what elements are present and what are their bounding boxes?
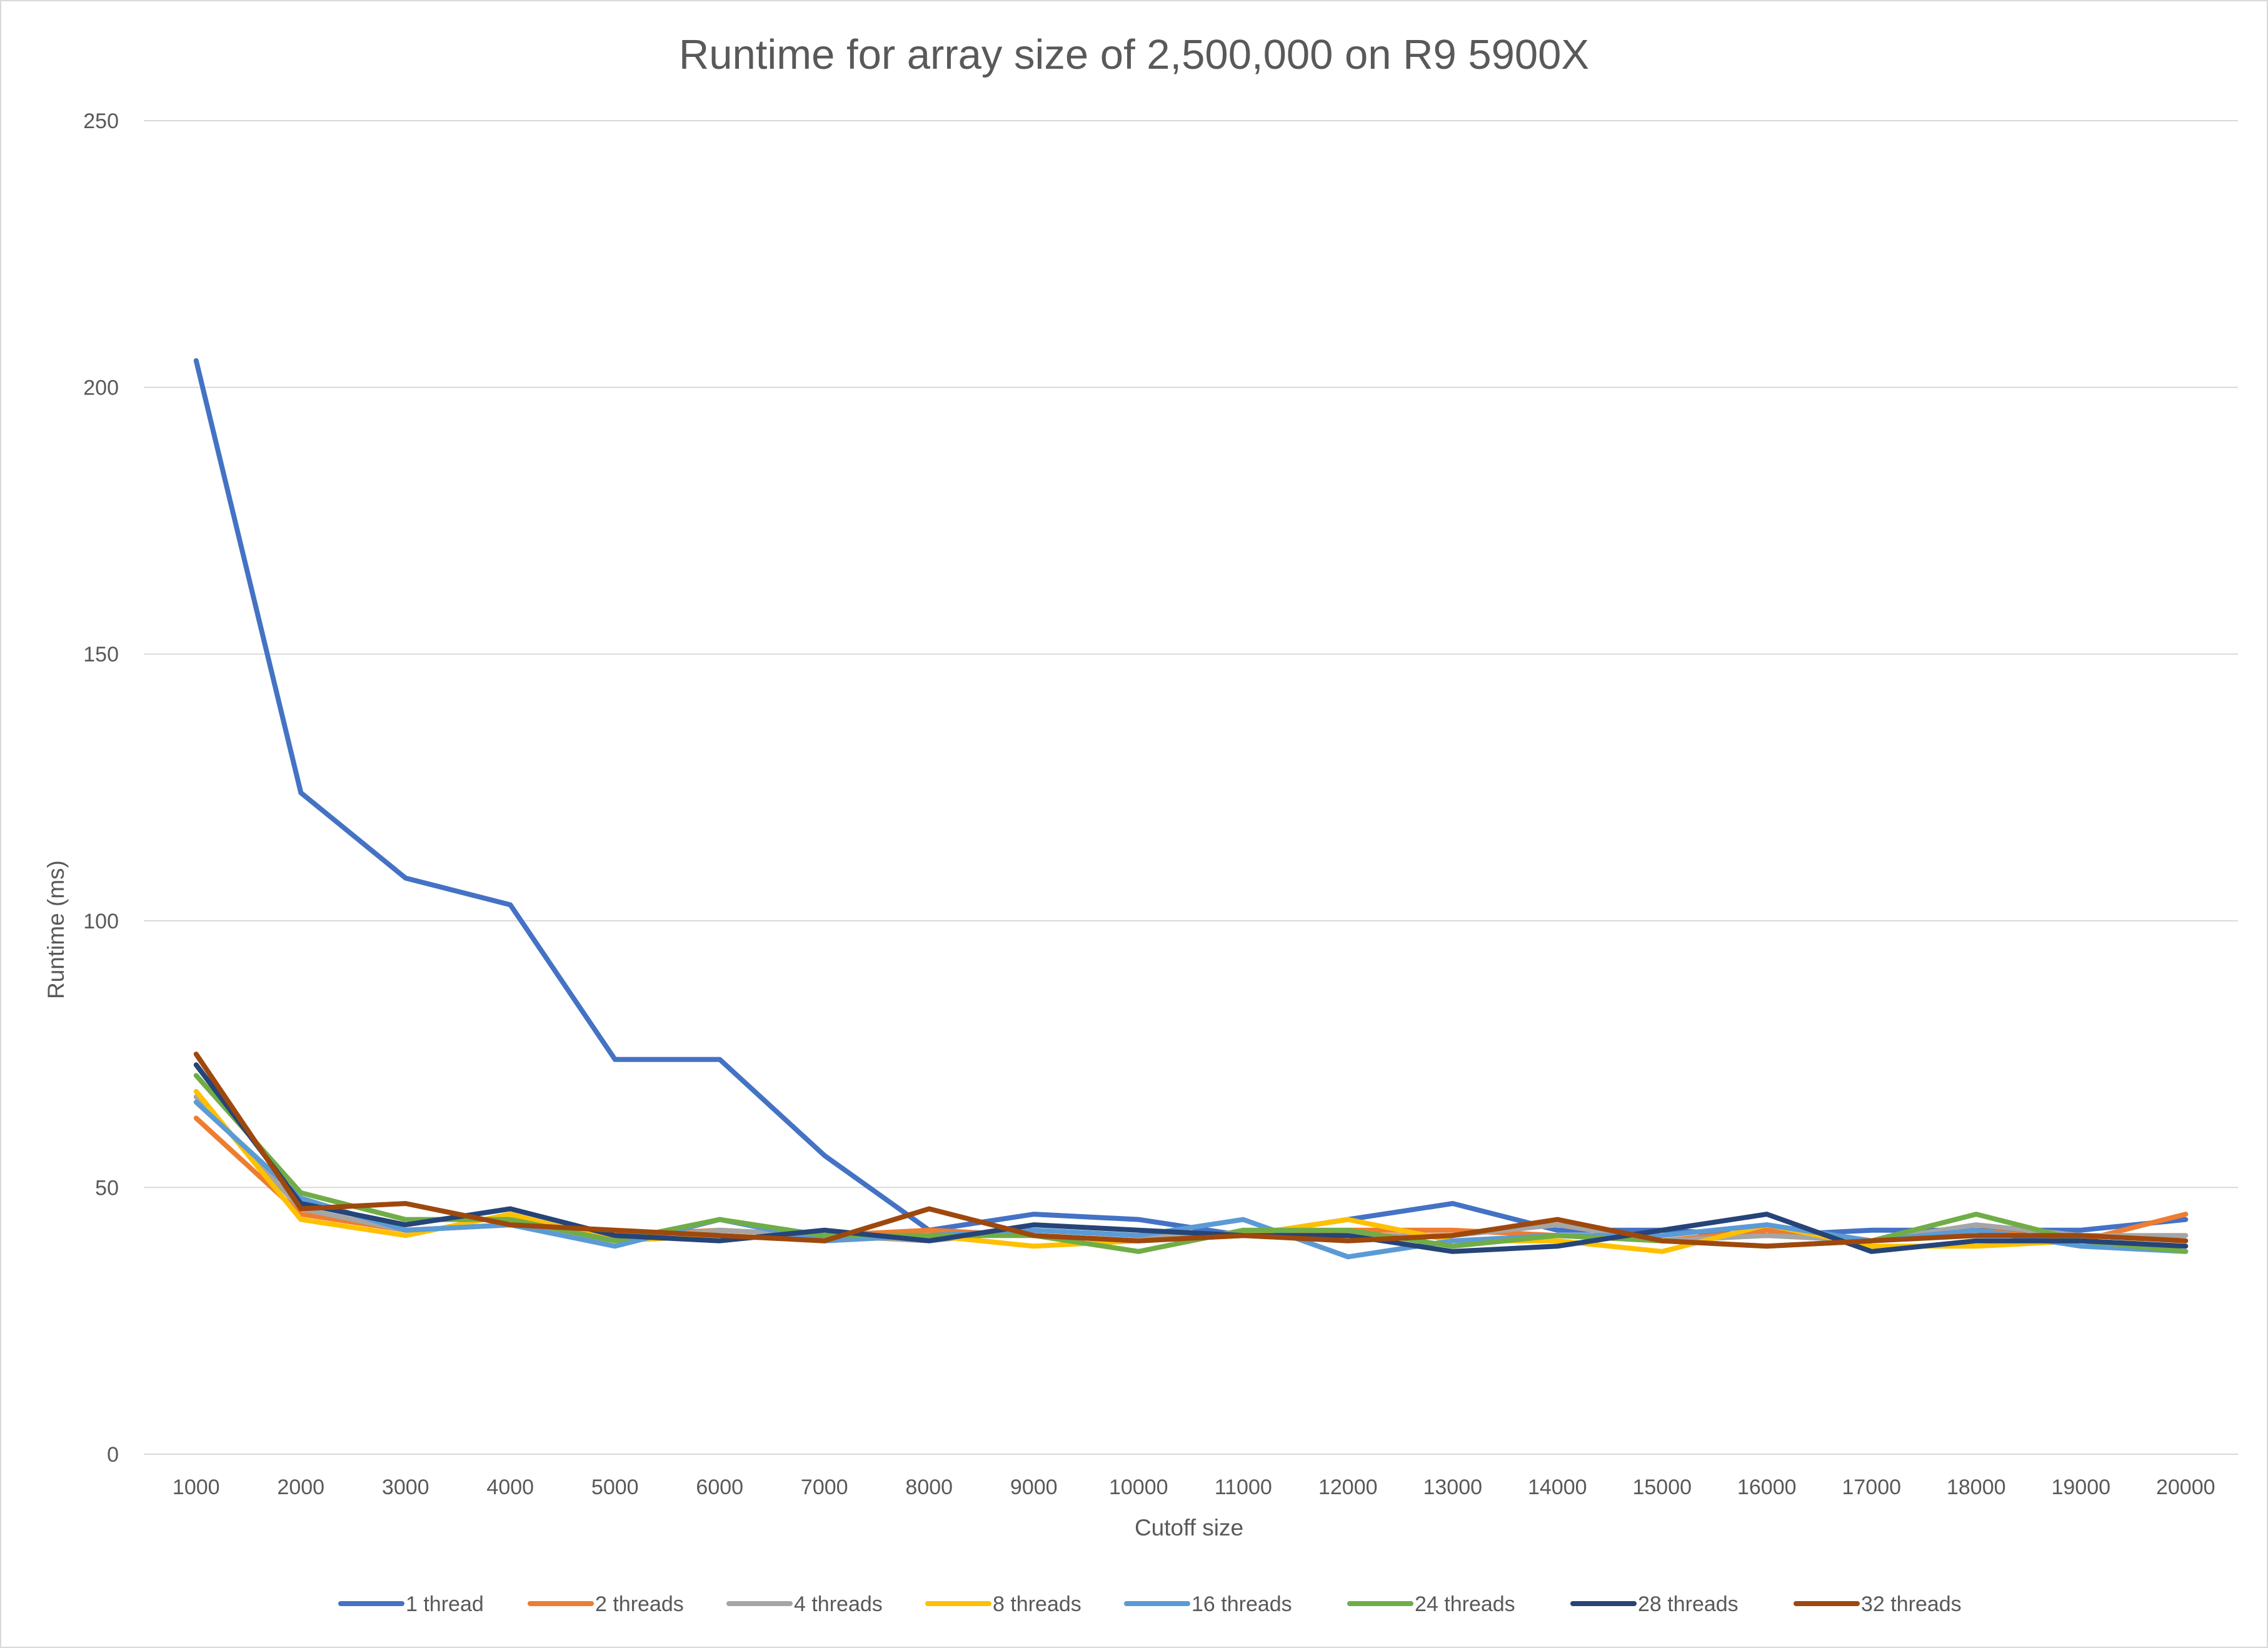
- legend-label-16-threads: 16 threads: [1192, 1592, 1292, 1616]
- legend-item-16-threads: 16 threads: [1124, 1592, 1292, 1616]
- legend-item-4-threads: 4 threads: [726, 1592, 883, 1616]
- x-tick-label-15000: 15000: [1632, 1475, 1692, 1499]
- legend-label-8-threads: 8 threads: [993, 1592, 1081, 1616]
- legend-label-32-threads: 32 threads: [1861, 1592, 1962, 1616]
- x-tick-label-6000: 6000: [696, 1475, 743, 1499]
- legend-item-32-threads: 32 threads: [1794, 1592, 1962, 1616]
- x-axis-label: Cutoff size: [1135, 1515, 1243, 1540]
- x-tick-label-12000: 12000: [1318, 1475, 1378, 1499]
- chart-title: Runtime for array size of 2,500,000 on R…: [679, 31, 1589, 78]
- x-tick-label-3000: 3000: [382, 1475, 429, 1499]
- x-tick-label-9000: 9000: [1010, 1475, 1058, 1499]
- y-tick-label-150: 150: [83, 643, 119, 666]
- legend-item-8-threads: 8 threads: [925, 1592, 1081, 1616]
- x-tick-label-7000: 7000: [801, 1475, 848, 1499]
- legend-label-24-threads: 24 threads: [1415, 1592, 1515, 1616]
- x-tick-label-20000: 20000: [2156, 1475, 2215, 1499]
- y-tick-label-250: 250: [83, 109, 119, 133]
- series-lines: [193, 358, 2189, 1260]
- x-tick-label-2000: 2000: [277, 1475, 324, 1499]
- gridlines: [144, 120, 2238, 1455]
- x-tick-label-4000: 4000: [486, 1475, 534, 1499]
- y-tick-label-100: 100: [83, 910, 119, 933]
- y-tick-label-0: 0: [107, 1443, 119, 1467]
- x-tick-label-5000: 5000: [591, 1475, 639, 1499]
- x-tick-label-19000: 19000: [2051, 1475, 2110, 1499]
- x-tick-label-8000: 8000: [905, 1475, 953, 1499]
- legend-label-28-threads: 28 threads: [1638, 1592, 1739, 1616]
- x-tick-label-16000: 16000: [1737, 1475, 1797, 1499]
- series-line-16-threads: [193, 1099, 2189, 1260]
- x-tick-label-10000: 10000: [1109, 1475, 1168, 1499]
- legend: 1 thread 2 threads 4 threads 8 threads 16 th…: [338, 1592, 1962, 1616]
- x-tick-label-1000: 1000: [173, 1475, 220, 1499]
- legend-item-28-threads: 28 threads: [1570, 1592, 1739, 1616]
- y-axis-ticks: 0 50 100 150 200 250: [83, 109, 119, 1467]
- x-tick-label-18000: 18000: [1947, 1475, 2006, 1499]
- legend-item-2-threads: 2 threads: [528, 1592, 684, 1616]
- x-tick-label-14000: 14000: [1528, 1475, 1587, 1499]
- series-line-32-threads: [193, 1052, 2189, 1249]
- legend-label-2-threads: 2 threads: [595, 1592, 684, 1616]
- y-tick-label-50: 50: [95, 1176, 119, 1200]
- legend-item-24-threads: 24 threads: [1347, 1592, 1515, 1616]
- x-tick-label-11000: 11000: [1215, 1475, 1272, 1499]
- legend-label-4-threads: 4 threads: [794, 1592, 883, 1616]
- legend-label-1-thread: 1 thread: [406, 1592, 484, 1616]
- x-tick-label-13000: 13000: [1423, 1475, 1482, 1499]
- series-line-28-threads: [193, 1062, 2189, 1254]
- x-axis-ticks: 1000 2000 3000 4000 5000 6000 7000 8000 9000 1000…: [173, 1475, 2215, 1499]
- y-axis-label: Runtime (ms): [43, 860, 69, 999]
- x-tick-label-17000: 17000: [1842, 1475, 1901, 1499]
- legend-item-1-thread: 1 thread: [338, 1592, 484, 1616]
- y-tick-label-200: 200: [83, 376, 119, 400]
